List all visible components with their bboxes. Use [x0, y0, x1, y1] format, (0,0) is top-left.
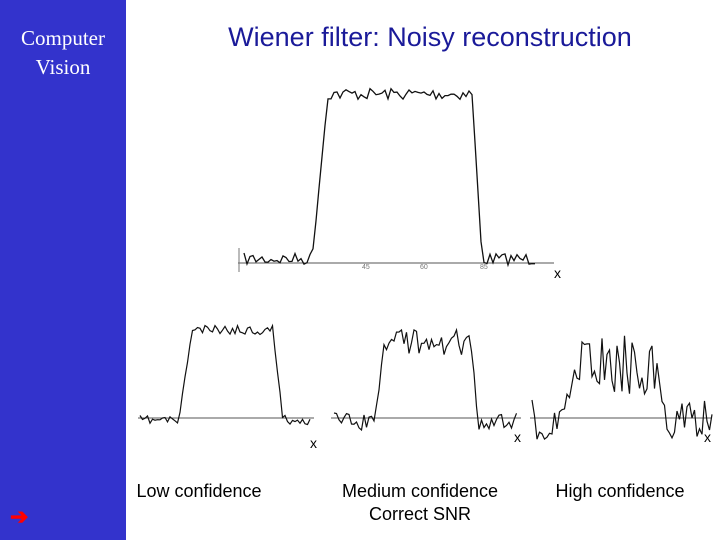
low-confidence-caption: Low confidence — [124, 480, 274, 503]
medium-confidence-caption: Medium confidence Correct SNR — [320, 480, 520, 526]
medium-confidence-caption-line-1: Medium confidence — [341, 481, 499, 501]
low-confidence-plot: x — [138, 323, 317, 451]
medium-confidence-plot: x — [331, 327, 521, 445]
high-confidence-caption-line-1: High confidence — [555, 481, 685, 501]
high-confidence-caption: High confidence — [542, 480, 698, 503]
high-confidence-plot-axis-label: x — [704, 429, 711, 445]
high-confidence-plot: x — [530, 335, 713, 445]
medium-confidence-plot-axis-label: x — [514, 429, 521, 445]
low-confidence-plot-axis-label: x — [310, 435, 317, 451]
sidebar-title-line-1: Computer — [21, 26, 105, 50]
sidebar-title: Computer Vision — [0, 24, 126, 82]
right-arrow-icon[interactable]: ➔ — [10, 504, 29, 529]
medium-confidence-plot-signal — [333, 327, 518, 432]
low-confidence-caption-line-1: Low confidence — [136, 481, 262, 501]
plot-area: 45 60 85 x x x x — [138, 87, 713, 451]
medium-confidence-caption-line-2: Correct SNR — [368, 504, 471, 524]
high-confidence-plot-signal — [531, 335, 713, 441]
slide-title: Wiener filter: Noisy reconstruction — [228, 22, 632, 52]
top-plot: 45 60 85 x — [238, 87, 561, 281]
top-plot-axis-label: x — [554, 265, 561, 281]
sidebar: Computer Vision ➔ — [0, 0, 126, 540]
top-plot-tick-label-1: 45 — [362, 264, 370, 271]
low-confidence-plot-signal — [139, 323, 311, 426]
top-plot-tick-label-2: 60 — [420, 264, 428, 271]
top-plot-tick-label-3: 85 — [480, 264, 488, 271]
sidebar-title-line-2: Vision — [35, 55, 91, 79]
top-plot-signal — [243, 87, 536, 268]
